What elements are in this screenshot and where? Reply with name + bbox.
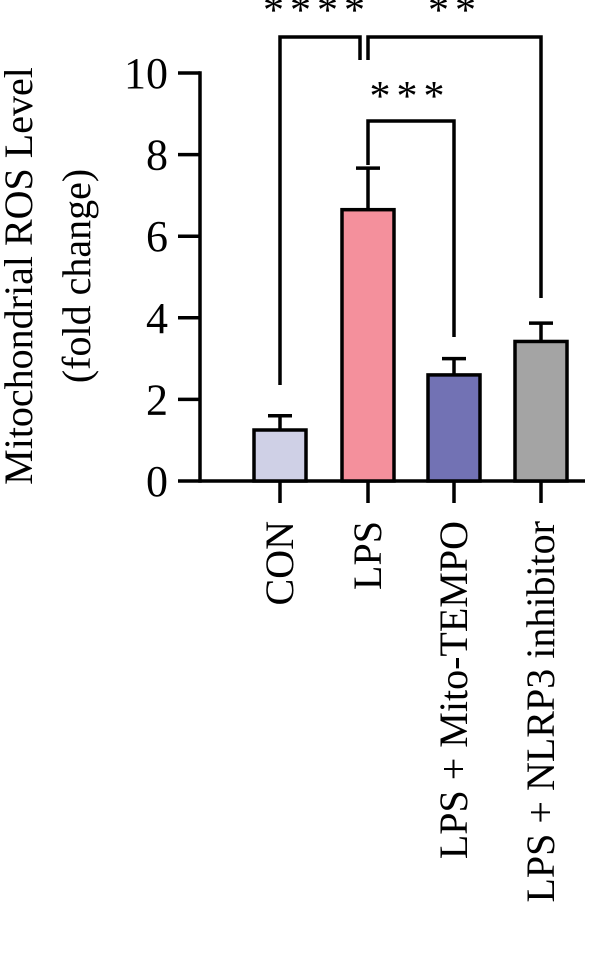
x-tick-label-2: LPS + Mito-TEMPO [431, 521, 476, 859]
y-axis-label-line-1: Mitochondrial ROS Level [0, 67, 41, 485]
bar-0 [252, 428, 308, 483]
significance-bracket-1 [366, 35, 543, 298]
x-tick-label-0: CON [257, 521, 302, 605]
significance-label-1: ** [428, 0, 482, 34]
y-axis: 0 2 4 6 8 10 [124, 49, 202, 506]
bars [252, 166, 569, 483]
significance-label-0: **** [263, 0, 371, 34]
significance-brackets: **** ***** [263, 0, 543, 385]
y-tick-label-1: 2 [146, 375, 168, 424]
y-tick-label-5: 10 [124, 49, 168, 98]
y-tick-label-4: 8 [146, 131, 168, 180]
significance-bracket-0 [278, 35, 362, 385]
y-axis-label-line-2: (fold change) [54, 169, 99, 383]
y-tick-label-2: 4 [146, 294, 168, 343]
x-axis: CON LPS LPS + Mito-TEMPO LPS + NLRP3 inhibi… [200, 479, 585, 903]
bar-3 [513, 339, 569, 483]
bar-1 [340, 207, 396, 483]
y-tick-label-0: 0 [146, 457, 168, 506]
x-tick-label-1: LPS [345, 521, 390, 590]
significance-bracket-2 [366, 119, 456, 337]
x-tick-label-3: LPS + NLRP3 inhibitor [518, 521, 563, 903]
bar-2 [426, 373, 482, 483]
y-axis-label: Mitochondrial ROS Level (fold change) [0, 67, 99, 485]
significance-label-2: *** [370, 74, 451, 120]
y-tick-label-3: 6 [146, 212, 168, 261]
